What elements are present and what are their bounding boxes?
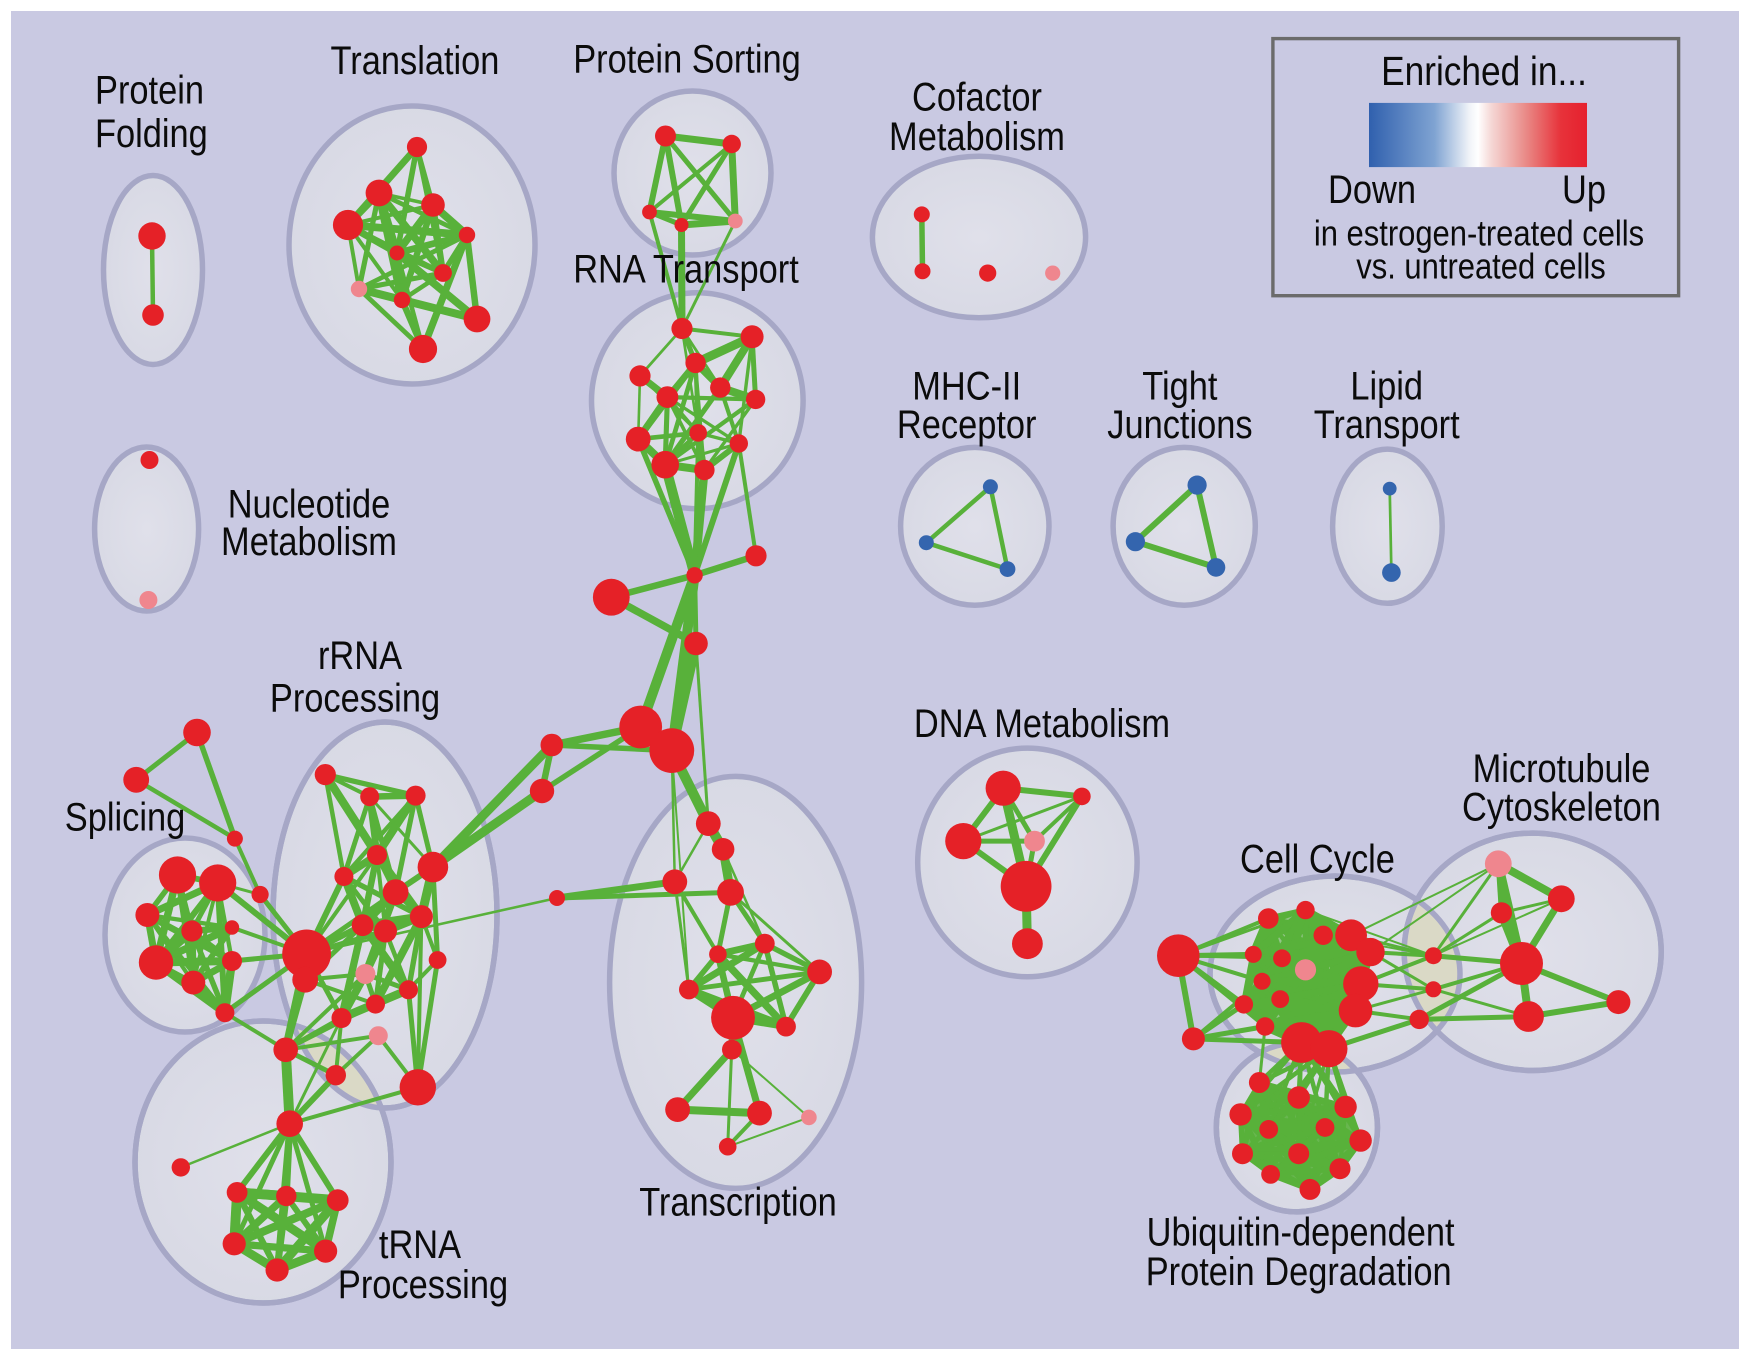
svg-text:Protein Degradation: Protein Degradation xyxy=(1146,1250,1452,1294)
svg-text:vs. untreated cells: vs. untreated cells xyxy=(1356,246,1606,287)
svg-text:Microtubule: Microtubule xyxy=(1473,747,1651,791)
svg-text:RNA Transport: RNA Transport xyxy=(573,248,799,292)
svg-text:Transport: Transport xyxy=(1314,403,1460,447)
svg-text:Nucleotide: Nucleotide xyxy=(228,482,391,526)
svg-text:Protein: Protein xyxy=(95,68,204,112)
svg-text:Translation: Translation xyxy=(331,39,500,83)
svg-text:Transcription: Transcription xyxy=(639,1181,837,1225)
svg-text:rRNA: rRNA xyxy=(318,634,402,678)
svg-text:tRNA: tRNA xyxy=(379,1223,461,1267)
svg-text:Tight: Tight xyxy=(1142,364,1217,408)
svg-text:Processing: Processing xyxy=(338,1263,508,1307)
svg-text:Folding: Folding xyxy=(95,112,208,156)
svg-text:Cell Cycle: Cell Cycle xyxy=(1240,838,1395,882)
svg-text:Metabolism: Metabolism xyxy=(221,520,397,564)
svg-text:Protein Sorting: Protein Sorting xyxy=(573,38,801,82)
svg-text:MHC-II: MHC-II xyxy=(912,364,1021,408)
svg-text:Metabolism: Metabolism xyxy=(889,115,1065,159)
svg-text:Splicing: Splicing xyxy=(65,796,186,840)
svg-text:Cytoskeleton: Cytoskeleton xyxy=(1462,786,1661,830)
svg-text:Processing: Processing xyxy=(270,677,440,721)
svg-text:Receptor: Receptor xyxy=(897,403,1037,447)
svg-text:Up: Up xyxy=(1562,168,1606,212)
svg-text:Lipid: Lipid xyxy=(1350,364,1423,408)
svg-text:Junctions: Junctions xyxy=(1107,403,1252,447)
svg-text:Enriched in...: Enriched in... xyxy=(1381,48,1587,94)
svg-text:DNA Metabolism: DNA Metabolism xyxy=(914,702,1170,746)
svg-text:in estrogen-treated cells: in estrogen-treated cells xyxy=(1314,213,1644,254)
svg-text:Ubiquitin-dependent: Ubiquitin-dependent xyxy=(1147,1211,1455,1255)
svg-text:Down: Down xyxy=(1328,168,1416,212)
svg-text:Cofactor: Cofactor xyxy=(912,76,1042,120)
